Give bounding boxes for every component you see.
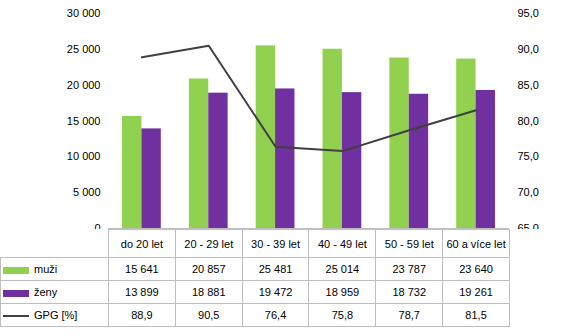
html-text:18 881: 18 881 bbox=[191, 286, 226, 298]
svg-text:5 000: 5 000 bbox=[73, 186, 101, 198]
html-text:23 787: 23 787 bbox=[392, 263, 426, 275]
html-text:20 - 29 let: 20 - 29 let bbox=[184, 237, 234, 250]
svg-text:30 000: 30 000 bbox=[67, 7, 101, 19]
html-text:76,4: 76,4 bbox=[264, 309, 287, 321]
svg-text:90,0: 90,0 bbox=[518, 43, 539, 55]
html-text:40 - 49 let: 40 - 49 let bbox=[317, 237, 367, 250]
html-text:88,9: 88,9 bbox=[131, 309, 153, 321]
svg-text:25 000: 25 000 bbox=[67, 43, 101, 55]
svg-text:80,0: 80,0 bbox=[518, 115, 539, 127]
svg-text:10 000: 10 000 bbox=[67, 150, 101, 162]
svg-text:65,0: 65,0 bbox=[518, 222, 539, 229]
html-text:ženy: ženy bbox=[34, 286, 58, 298]
svg-text:0: 0 bbox=[94, 222, 100, 229]
html-text:15 641: 15 641 bbox=[125, 263, 159, 275]
svg-text:70,0: 70,0 bbox=[518, 186, 539, 198]
html-text:90,5: 90,5 bbox=[198, 309, 220, 321]
html-text:GPG [%]: GPG [%] bbox=[34, 309, 78, 321]
html-text:do 20 let: do 20 let bbox=[120, 237, 163, 250]
html-text:20 857: 20 857 bbox=[191, 263, 226, 275]
html-text:50 - 59 let: 50 - 59 let bbox=[384, 237, 434, 250]
html-text:muži: muži bbox=[34, 263, 58, 275]
html-text:25 014: 25 014 bbox=[325, 263, 360, 275]
svg-text:95,0: 95,0 bbox=[518, 7, 539, 19]
html-text:60 a více let: 60 a více let bbox=[446, 237, 506, 250]
html-text:19 261: 19 261 bbox=[459, 286, 493, 298]
svg-text:15 000: 15 000 bbox=[67, 115, 101, 127]
html-text:23 640: 23 640 bbox=[459, 263, 493, 275]
svg-text:85,0: 85,0 bbox=[518, 79, 539, 91]
html-text:18 732: 18 732 bbox=[392, 286, 426, 298]
html-text:75,8: 75,8 bbox=[331, 309, 354, 321]
html-text:13 899: 13 899 bbox=[125, 286, 159, 298]
svg-text:20 000: 20 000 bbox=[67, 79, 101, 91]
html-text:81,5: 81,5 bbox=[465, 309, 487, 321]
html-text:78,7: 78,7 bbox=[398, 309, 420, 321]
html-text:30 - 39 let: 30 - 39 let bbox=[251, 237, 300, 250]
html-text:25 481: 25 481 bbox=[258, 263, 293, 275]
svg-text:75,0: 75,0 bbox=[518, 150, 539, 162]
html-text:19 472: 19 472 bbox=[258, 286, 293, 298]
html-text:18 959: 18 959 bbox=[325, 286, 360, 298]
